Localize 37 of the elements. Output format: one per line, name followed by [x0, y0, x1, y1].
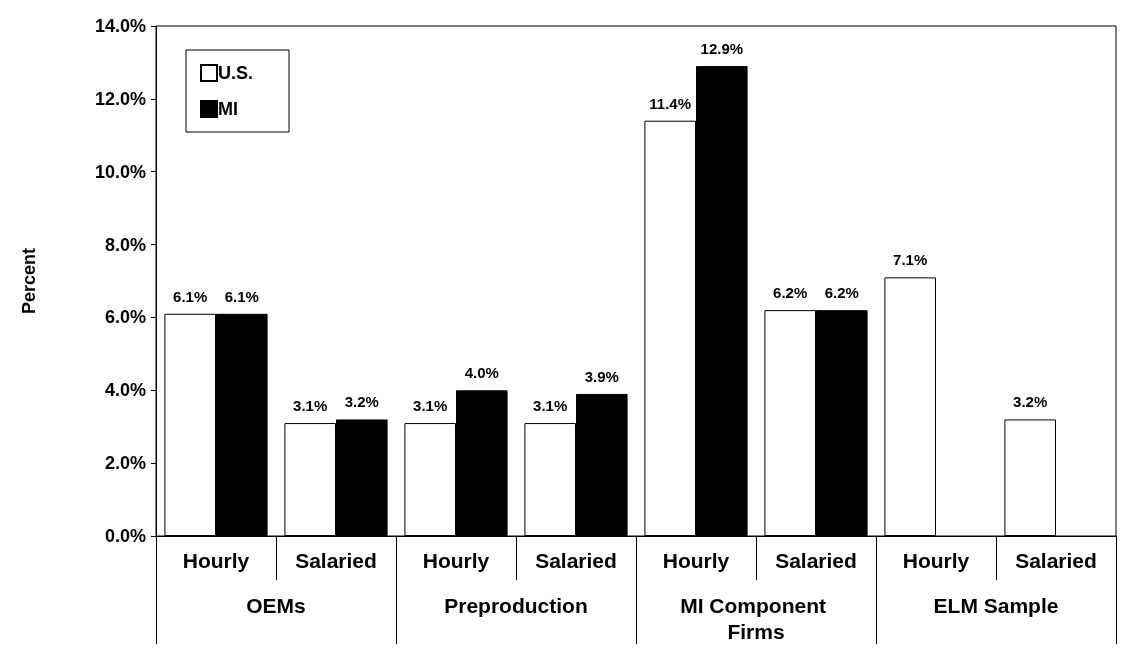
data-label: 11.4%: [649, 94, 692, 112]
y-tick-label: 14.0%: [94, 16, 146, 36]
data-label: 3.2%: [1013, 393, 1048, 411]
legend-label: MI: [218, 99, 238, 119]
data-label: 3.2%: [344, 393, 379, 411]
text: MI Component Firms: [680, 593, 832, 643]
data-label: 7.1%: [893, 251, 928, 269]
y-axis-title: Percent: [19, 247, 39, 315]
y-tick-label: 6.0%: [104, 307, 146, 328]
data-label: 3.1%: [413, 397, 448, 415]
data-label: 6.1%: [173, 287, 208, 305]
data-label: 3.1%: [533, 397, 568, 415]
y-tick-label: 12.0%: [94, 88, 146, 109]
data-label: 6.2%: [824, 284, 859, 302]
legend-label: U.S.: [218, 63, 254, 83]
text: OEMs: [246, 593, 306, 617]
data-label: 3.9%: [584, 367, 619, 385]
x-tick-label: Hourly: [902, 549, 970, 572]
y-tick-label: 10.0%: [94, 161, 146, 182]
data-label: 12.9%: [700, 40, 744, 58]
y-tick-label: 4.0%: [104, 380, 146, 401]
x-tick-label: Hourly: [662, 549, 730, 572]
data-label: 6.2%: [773, 284, 808, 302]
x-tick-label: Salaried: [535, 549, 617, 572]
y-tick-label: 2.0%: [104, 453, 146, 474]
y-tick-label: 8.0%: [104, 234, 146, 255]
data-label: 6.1%: [224, 287, 259, 305]
x-tick-label: Salaried: [1015, 549, 1097, 572]
text: Preproduction: [444, 593, 588, 617]
y-tick-label: 0.0%: [104, 526, 146, 546]
data-label: 3.1%: [293, 397, 328, 415]
x-tick-label: Salaried: [295, 549, 377, 572]
text: ELM Sample: [933, 593, 1059, 617]
x-tick-label: Hourly: [422, 549, 490, 572]
x-tick-label: Salaried: [775, 549, 857, 572]
x-tick-label: Hourly: [182, 549, 250, 572]
data-label: 4.0%: [464, 364, 499, 382]
